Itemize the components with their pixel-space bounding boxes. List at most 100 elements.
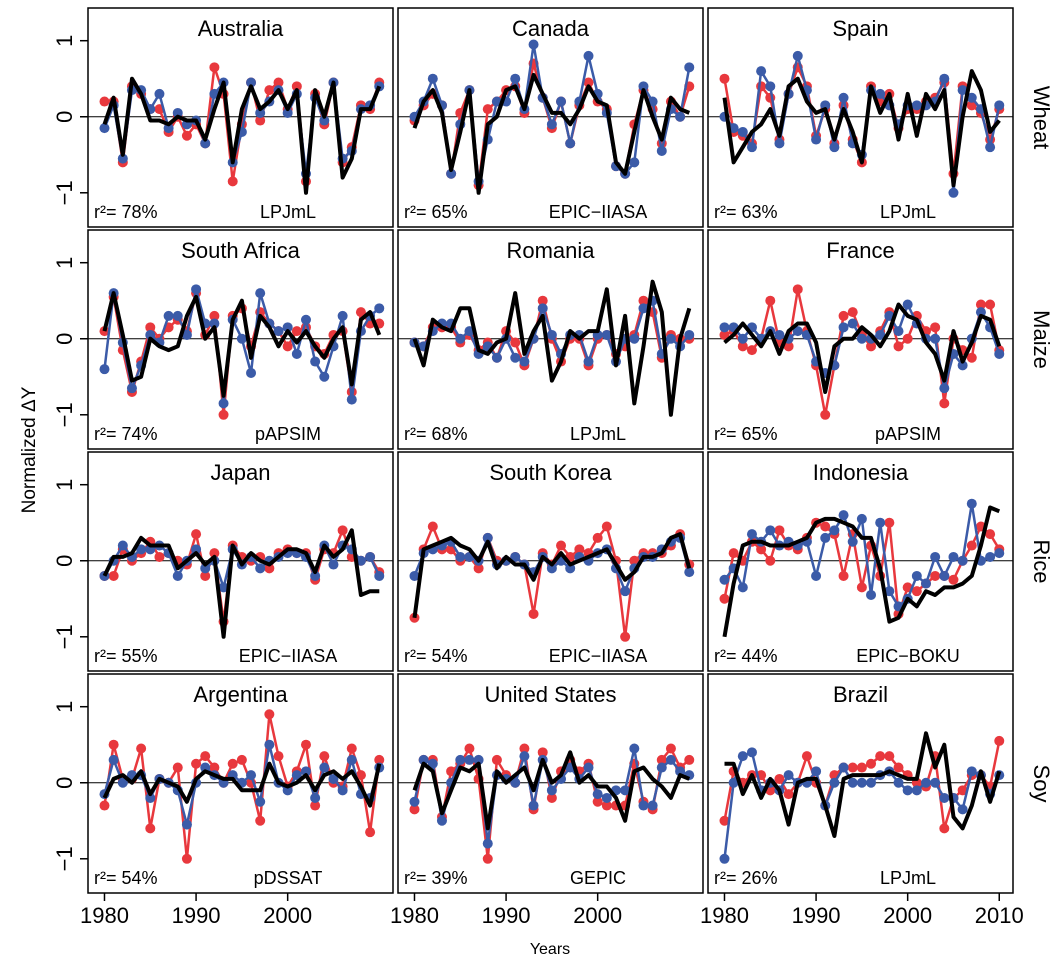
data-point — [436, 815, 447, 826]
data-point — [746, 747, 757, 758]
data-point — [847, 762, 858, 773]
model-name: EPIC−IIASA — [549, 202, 648, 222]
data-point — [346, 394, 357, 405]
y-tick-label: −1 — [52, 402, 77, 427]
row-label: Wheat — [1029, 86, 1054, 150]
data-point — [583, 50, 594, 61]
panel-frame — [87, 451, 394, 672]
data-point — [565, 138, 576, 149]
data-point — [592, 532, 603, 543]
data-point — [601, 521, 612, 532]
data-point — [783, 789, 794, 800]
panel-title: Canada — [512, 16, 590, 41]
data-point — [820, 532, 831, 543]
data-point — [966, 92, 977, 103]
data-point — [427, 521, 438, 532]
data-point — [145, 792, 156, 803]
data-point — [556, 540, 567, 551]
series-line — [102, 761, 382, 808]
model-name: pAPSIM — [875, 424, 941, 444]
data-point — [847, 777, 858, 788]
data-point — [172, 570, 183, 581]
data-point — [427, 758, 438, 769]
data-point — [209, 548, 220, 559]
data-point — [957, 85, 968, 96]
data-point — [893, 762, 904, 773]
y-tick-label: 0 — [52, 111, 77, 123]
data-point — [455, 551, 466, 562]
series-line — [724, 731, 1002, 838]
data-point — [856, 513, 867, 524]
data-point — [939, 73, 950, 84]
data-point — [719, 853, 730, 864]
data-point — [737, 582, 748, 593]
data-point — [820, 409, 831, 420]
data-point — [255, 563, 266, 574]
data-point — [491, 352, 502, 363]
data-point — [994, 348, 1005, 359]
panel-frame — [87, 673, 394, 894]
data-point — [310, 800, 321, 811]
data-point — [675, 111, 686, 122]
data-point — [246, 367, 257, 378]
data-point — [282, 107, 293, 118]
r-squared: r²= 54% — [94, 868, 158, 888]
y-tick-label: −1 — [52, 624, 77, 649]
model-name: EPIC−IIASA — [549, 646, 648, 666]
data-point — [200, 751, 211, 762]
data-point — [519, 356, 530, 367]
data-point — [583, 77, 594, 88]
data-point — [346, 743, 357, 754]
data-point — [273, 77, 284, 88]
data-point — [629, 333, 640, 344]
data-point — [820, 100, 831, 111]
data-point — [291, 770, 302, 781]
y-tick-label: 1 — [52, 479, 77, 491]
data-point — [409, 796, 420, 807]
data-point — [446, 168, 457, 179]
data-point — [282, 322, 293, 333]
data-point — [246, 77, 257, 88]
data-point — [337, 785, 348, 796]
data-point — [994, 100, 1005, 111]
data-point — [227, 758, 238, 769]
data-point — [957, 804, 968, 815]
data-point — [310, 792, 321, 803]
panel-title: South Korea — [489, 460, 612, 485]
data-point — [145, 823, 156, 834]
y-tick-label: 1 — [52, 701, 77, 713]
panel-title: Australia — [198, 16, 284, 41]
data-point — [719, 574, 730, 585]
x-tick-label: 2000 — [883, 903, 932, 928]
data-point — [665, 754, 676, 765]
data-point — [154, 551, 165, 562]
data-point — [291, 348, 302, 359]
model-name: LPJmL — [260, 202, 316, 222]
data-point — [847, 307, 858, 318]
series-line — [102, 528, 380, 639]
data-point — [374, 303, 385, 314]
model-name: LPJmL — [880, 868, 936, 888]
data-point — [255, 115, 266, 126]
data-point — [482, 853, 493, 864]
data-point — [829, 142, 840, 153]
model-name: EPIC−IIASA — [239, 646, 338, 666]
data-point — [957, 555, 968, 566]
model-name: GEPIC — [570, 868, 626, 888]
data-point — [656, 762, 667, 773]
data-point — [255, 107, 266, 118]
data-point — [510, 337, 521, 348]
data-point — [255, 815, 266, 826]
data-point — [920, 777, 931, 788]
data-point — [638, 303, 649, 314]
data-point — [300, 739, 311, 750]
data-point — [473, 563, 484, 574]
data-point — [638, 81, 649, 92]
data-point — [656, 754, 667, 765]
data-point — [282, 341, 293, 352]
data-point — [975, 299, 986, 310]
data-point — [801, 751, 812, 762]
data-point — [319, 115, 330, 126]
data-point — [510, 551, 521, 562]
data-point — [884, 517, 895, 528]
